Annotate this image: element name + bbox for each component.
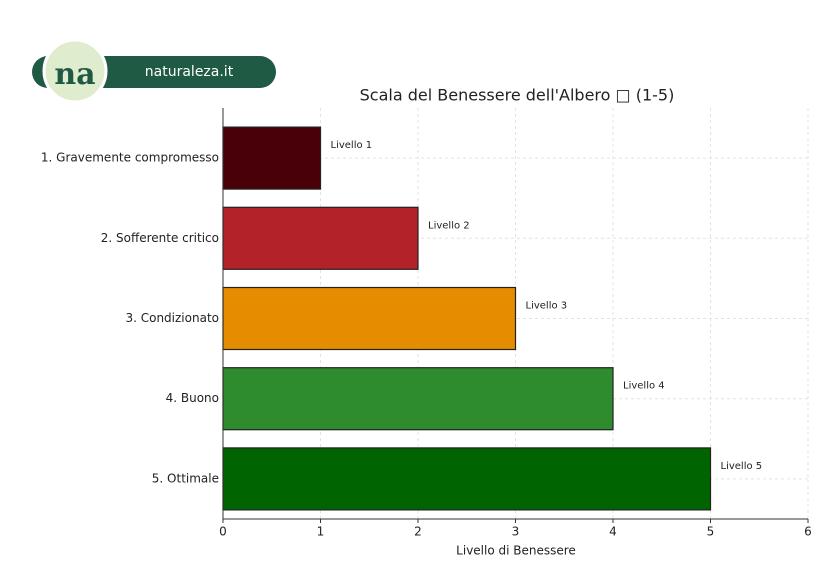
value-label: Livello 5 <box>721 461 763 472</box>
value-label: Livello 4 <box>623 381 665 392</box>
brand-logo: na naturaleza.it <box>32 38 276 104</box>
x-tick-label: 1 <box>317 525 325 539</box>
bar <box>222 206 419 270</box>
x-tick-label: 3 <box>512 525 520 539</box>
y-tick-label: 5. Ottimale <box>152 471 219 485</box>
brand-circle <box>42 38 108 104</box>
brand-mark: na <box>54 57 95 92</box>
y-tick-label: 1. Gravemente compromesso <box>41 151 219 165</box>
y-tick-label: 3. Condizionato <box>125 311 219 325</box>
x-tick-label: 6 <box>804 525 812 539</box>
bar <box>222 286 517 351</box>
bar <box>222 126 322 190</box>
value-label: Livello 2 <box>428 220 470 231</box>
x-tick-label: 2 <box>414 525 422 539</box>
value-label: Livello 3 <box>526 301 568 312</box>
chart-title: Scala del Benessere dell'Albero □ (1-5) <box>360 86 675 105</box>
brand-name: naturaleza.it <box>145 64 234 80</box>
x-tick-label: 5 <box>707 525 715 539</box>
value-label: Livello 1 <box>331 140 373 151</box>
x-tick-label: 0 <box>219 525 227 539</box>
y-tick-label: 4. Buono <box>166 391 219 405</box>
x-axis-label: Livello di Benessere <box>456 544 576 558</box>
bar <box>222 447 712 511</box>
bar <box>222 367 614 431</box>
y-tick-label: 2. Sofferente critico <box>101 231 219 245</box>
x-tick-label: 4 <box>609 525 617 539</box>
